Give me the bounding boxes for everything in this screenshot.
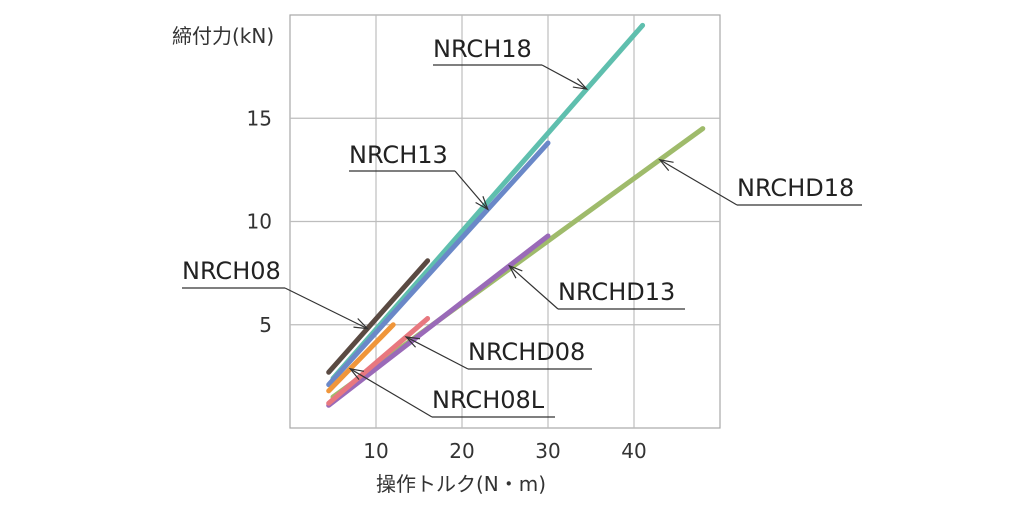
series-label: NRCH08: [182, 257, 281, 285]
y-tick-label: 5: [259, 313, 272, 337]
series-lines: [326, 22, 706, 408]
leader-arrowhead: [475, 196, 489, 211]
x-tick-label: 10: [363, 439, 388, 463]
x-axis-title: 操作トルク(N・m): [376, 472, 546, 496]
series-label: NRCH18: [433, 35, 532, 63]
leader-line: [405, 336, 469, 370]
x-tick-label: 40: [621, 439, 646, 463]
series-label: NRCHD13: [558, 278, 675, 306]
series-label: NRCHD08: [468, 338, 585, 366]
series-label: NRCH08L: [432, 386, 545, 414]
y-axis-title: 締付力(kN): [172, 24, 274, 48]
leader-line: [454, 170, 489, 210]
x-tick-label: 20: [449, 439, 474, 463]
leader-arrowhead: [572, 78, 589, 90]
series-labels: NRCH18 NRCH13 NRCHD18 NRCHD13 NRCH08 NRCHD08 N…: [182, 35, 854, 414]
leader-arrowhead: [348, 367, 365, 380]
series-line: [326, 140, 551, 388]
series-label: NRCH13: [349, 141, 448, 169]
leader-line: [659, 159, 738, 206]
leader-arrowhead: [353, 318, 369, 330]
series-line: [326, 316, 431, 406]
leader-arrowhead: [507, 264, 523, 279]
leader-lines: [182, 64, 862, 418]
leader-arrowhead: [658, 158, 674, 171]
leader-line: [508, 265, 559, 310]
x-tick-label: 30: [535, 439, 560, 463]
series-label: NRCHD18: [737, 174, 854, 202]
y-tick-label: 15: [247, 106, 272, 130]
leader-line: [349, 368, 433, 418]
leader-line: [284, 287, 368, 330]
tick-labels: 10 20 30 40 5 10 15: [247, 106, 647, 463]
leader-line: [541, 64, 587, 90]
grid: [289, 14, 721, 429]
leader-arrowhead: [404, 336, 421, 348]
series-line: [326, 258, 431, 375]
y-tick-label: 10: [247, 210, 272, 234]
series-line: [326, 322, 396, 394]
